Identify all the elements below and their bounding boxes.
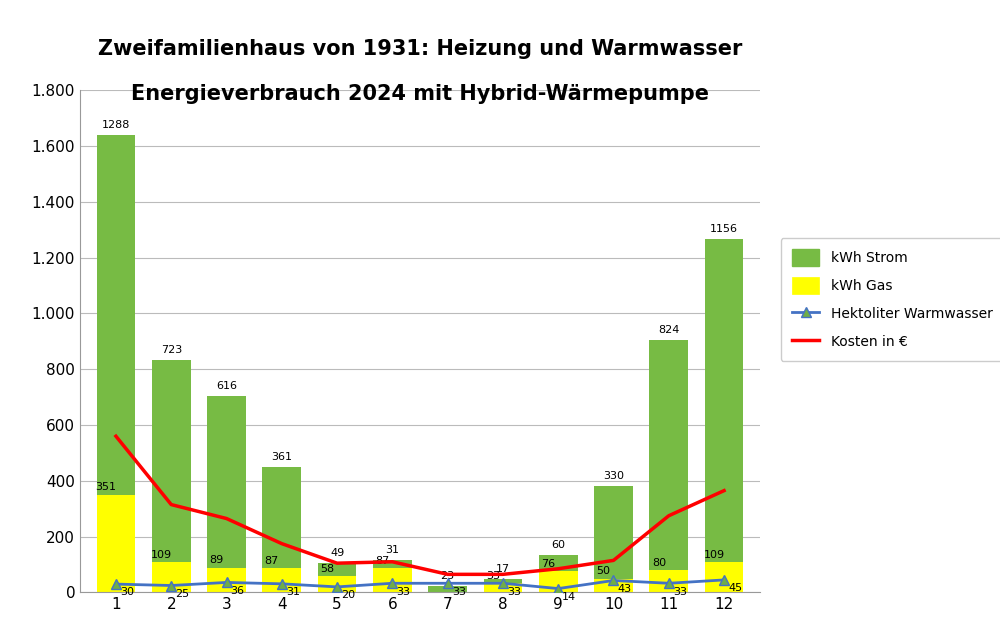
Bar: [649, 570, 688, 592]
Bar: [649, 340, 688, 570]
Bar: [152, 360, 191, 562]
Legend: kWh Strom, kWh Gas, Hektoliter Warmwasser, Kosten in €: kWh Strom, kWh Gas, Hektoliter Warmwasse…: [781, 238, 1000, 361]
Text: 80: 80: [652, 558, 666, 568]
Bar: [152, 562, 191, 592]
Text: 361: 361: [271, 453, 292, 462]
Text: 33: 33: [452, 587, 466, 596]
Text: 351: 351: [95, 482, 116, 492]
Text: 616: 616: [216, 381, 237, 391]
Text: 20: 20: [341, 591, 355, 600]
Bar: [207, 395, 246, 567]
Bar: [97, 135, 135, 495]
Text: 1156: 1156: [710, 225, 738, 234]
Text: 45: 45: [728, 583, 742, 593]
Text: 89: 89: [209, 555, 224, 565]
Text: 60: 60: [551, 540, 565, 549]
Text: 14: 14: [562, 592, 576, 602]
Bar: [262, 568, 301, 592]
Text: 25: 25: [175, 589, 189, 599]
Text: 33: 33: [673, 587, 687, 596]
Text: 87: 87: [375, 556, 390, 566]
Bar: [207, 567, 246, 592]
Text: Energieverbrauch 2024 mit Hybrid-Wärmepumpe: Energieverbrauch 2024 mit Hybrid-Wärmepu…: [131, 84, 709, 104]
Bar: [705, 240, 743, 562]
Bar: [318, 563, 356, 576]
Bar: [318, 576, 356, 592]
Text: 31: 31: [385, 545, 399, 554]
Bar: [428, 586, 467, 592]
Bar: [373, 560, 412, 568]
Text: 49: 49: [330, 547, 344, 558]
Text: 109: 109: [704, 550, 725, 560]
Text: 23: 23: [441, 571, 455, 581]
Text: 17: 17: [496, 564, 510, 574]
Bar: [705, 562, 743, 592]
Text: 330: 330: [603, 471, 624, 482]
Bar: [373, 568, 412, 592]
Text: 30: 30: [120, 587, 134, 598]
Bar: [262, 468, 301, 568]
Text: Zweifamilienhaus von 1931: Heizung und Warmwasser: Zweifamilienhaus von 1931: Heizung und W…: [98, 39, 742, 59]
Text: 1288: 1288: [102, 120, 130, 130]
Text: 109: 109: [151, 550, 172, 560]
Bar: [484, 578, 522, 583]
Bar: [539, 571, 578, 592]
Bar: [97, 495, 135, 592]
Text: 43: 43: [617, 584, 632, 594]
Text: 50: 50: [597, 566, 611, 576]
Text: 723: 723: [161, 345, 182, 355]
Text: 87: 87: [265, 556, 279, 566]
Bar: [594, 486, 633, 578]
Text: 33: 33: [486, 571, 500, 581]
Text: 31: 31: [286, 587, 300, 597]
Text: 36: 36: [231, 586, 245, 596]
Text: 76: 76: [541, 559, 555, 569]
Text: 824: 824: [658, 325, 679, 335]
Bar: [484, 583, 522, 592]
Bar: [594, 578, 633, 592]
Text: 33: 33: [396, 587, 410, 596]
Text: 58: 58: [320, 564, 334, 574]
Text: 33: 33: [507, 587, 521, 596]
Bar: [539, 554, 578, 571]
